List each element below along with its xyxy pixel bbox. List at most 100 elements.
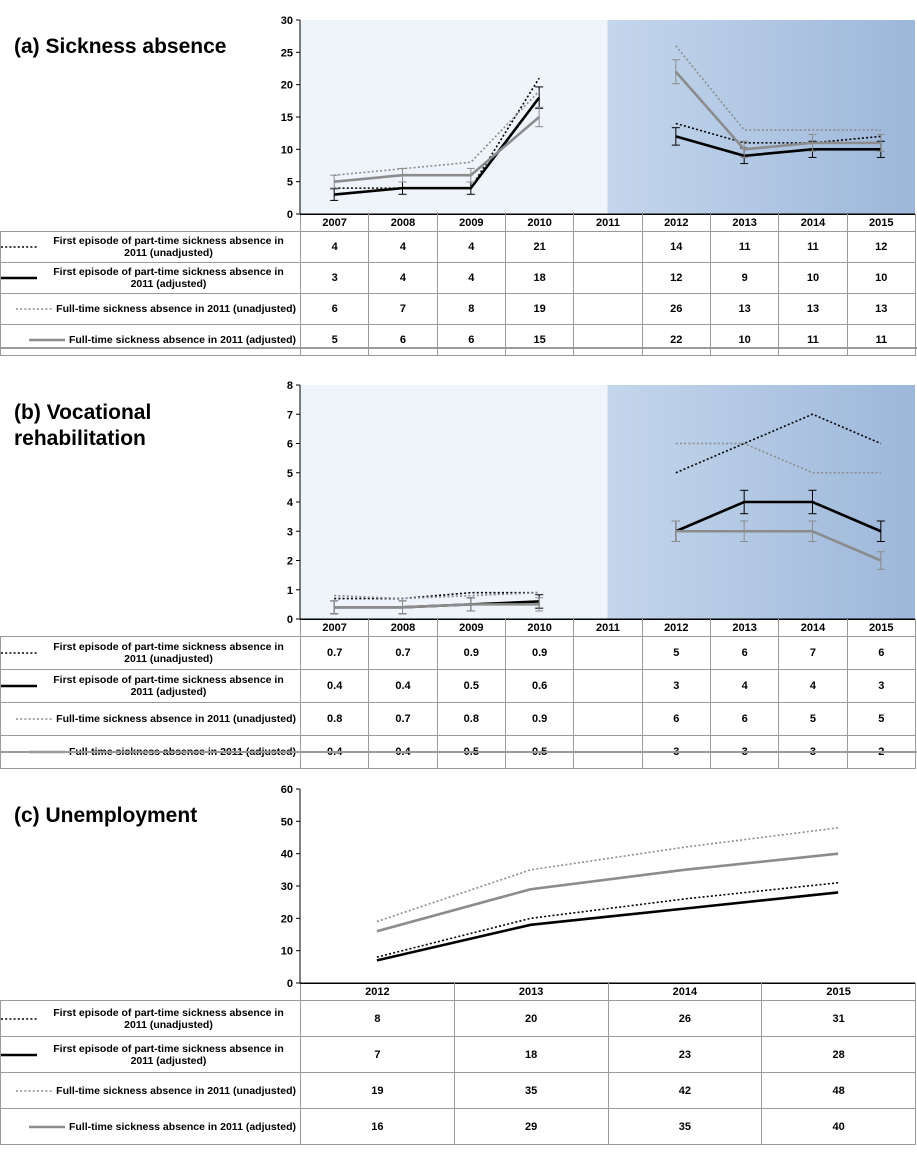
table-row: Full-time sickness absence in 2011 (unad… bbox=[0, 702, 916, 736]
x-tick-label: 2015 bbox=[846, 619, 916, 637]
data-cell: 19 bbox=[504, 293, 575, 325]
data-cell: 5 bbox=[641, 636, 711, 670]
panel-divider bbox=[0, 751, 917, 753]
data-cell: 5 bbox=[299, 324, 370, 356]
data-cell: 6 bbox=[709, 636, 780, 670]
error-bar bbox=[808, 520, 817, 542]
legend-swatch bbox=[16, 718, 53, 720]
data-cell: 5 bbox=[778, 702, 848, 736]
error-bar bbox=[671, 520, 680, 542]
data-cell: 3 bbox=[846, 669, 916, 703]
error-bar bbox=[808, 133, 817, 152]
y-tick-label: 6 bbox=[287, 439, 293, 451]
data-cell bbox=[573, 702, 643, 736]
error-bar bbox=[398, 167, 407, 183]
data-cell: 14 bbox=[641, 231, 711, 263]
series-line-0 bbox=[675, 122, 881, 144]
error-bar bbox=[330, 600, 339, 615]
data-cell: 22 bbox=[641, 324, 711, 356]
y-tick-label: 50 bbox=[281, 816, 293, 828]
x-tick-label: 2009 bbox=[436, 214, 506, 232]
table-row: Full-time sickness absence in 2011 (unad… bbox=[0, 293, 916, 325]
table-row: First episode of part-time sickness abse… bbox=[0, 262, 916, 294]
error-bar bbox=[671, 127, 680, 146]
data-cell: 6 bbox=[299, 293, 370, 325]
error-bar bbox=[535, 86, 544, 109]
series-line-0 bbox=[675, 413, 882, 474]
data-table: 2007 2008 2009 2010 2011 2012 2013 2014 2015 Firs… bbox=[0, 619, 916, 769]
error-bar bbox=[740, 520, 749, 542]
y-tick-label: 5 bbox=[287, 177, 293, 189]
data-cell: 0.8 bbox=[436, 702, 506, 736]
data-cell: 13 bbox=[778, 293, 848, 325]
series-line-3 bbox=[334, 116, 541, 183]
y-tick-label: 30 bbox=[281, 15, 293, 27]
error-bar bbox=[740, 489, 749, 515]
x-tick-label: 2012 bbox=[641, 619, 711, 637]
x-tick-label: 2010 bbox=[504, 619, 575, 637]
y-tick-label: 4 bbox=[287, 497, 294, 509]
legend-label: First episode of part-time sickness abse… bbox=[53, 235, 284, 259]
series-line-0 bbox=[334, 591, 540, 600]
data-cell: 0.8 bbox=[299, 702, 370, 736]
data-cell: 4 bbox=[709, 669, 780, 703]
data-cell: 29 bbox=[453, 1108, 609, 1145]
y-tick-label: 7 bbox=[287, 409, 293, 421]
error-bar bbox=[466, 597, 475, 612]
error-bar bbox=[876, 551, 885, 570]
data-cell: 18 bbox=[504, 262, 575, 294]
data-cell: 8 bbox=[436, 293, 506, 325]
data-cell: 28 bbox=[761, 1036, 916, 1073]
data-cell: 19 bbox=[300, 1072, 455, 1109]
error-bar bbox=[535, 594, 544, 609]
series-line-3 bbox=[675, 529, 882, 562]
shaded-region bbox=[607, 385, 915, 619]
data-cell: 40 bbox=[761, 1108, 916, 1145]
data-cell: 12 bbox=[846, 231, 916, 263]
error-bar bbox=[535, 106, 544, 128]
data-cell bbox=[573, 324, 643, 356]
data-cell: 0.7 bbox=[368, 702, 438, 736]
legend-label: First episode of part-time sickness abse… bbox=[53, 1042, 284, 1067]
x-tick-label: 2012 bbox=[300, 983, 455, 1001]
y-tick-label: 10 bbox=[281, 946, 293, 958]
legend-swatch bbox=[16, 308, 53, 310]
series-line-3 bbox=[334, 603, 540, 609]
shaded-region bbox=[607, 20, 915, 214]
chart-title: (a) Sickness absence bbox=[14, 35, 227, 58]
table-row: First episode of part-time sickness abse… bbox=[0, 636, 916, 670]
x-tick-label: 2009 bbox=[436, 619, 506, 637]
data-cell: 16 bbox=[300, 1108, 455, 1145]
data-cell: 15 bbox=[504, 324, 575, 356]
y-tick-label: 15 bbox=[281, 112, 293, 124]
table-row: First episode of part-time sickness abse… bbox=[0, 1036, 916, 1073]
error-bar bbox=[466, 597, 475, 612]
x-tick-label: 2014 bbox=[778, 619, 848, 637]
error-bar bbox=[876, 140, 885, 158]
series-line-2 bbox=[675, 45, 881, 131]
y-tick-label: 40 bbox=[281, 849, 293, 861]
legend-swatch bbox=[1, 1017, 37, 1020]
data-cell bbox=[573, 293, 643, 325]
y-tick-label: 25 bbox=[281, 47, 293, 59]
x-tick-label: 2008 bbox=[368, 214, 438, 232]
data-cell: 6 bbox=[641, 702, 711, 736]
y-tick-label: 60 bbox=[281, 784, 293, 796]
data-cell: 48 bbox=[761, 1072, 916, 1109]
legend-label: First episode of part-time sickness abse… bbox=[53, 1006, 284, 1031]
series-line-1 bbox=[675, 135, 881, 158]
legend-label: Full-time sickness absence in 2011 (adju… bbox=[68, 334, 296, 346]
error-bar bbox=[740, 140, 749, 158]
series-line-2 bbox=[376, 827, 839, 923]
legend-swatch bbox=[1, 652, 37, 654]
data-cell: 6 bbox=[436, 324, 506, 356]
panel-divider bbox=[0, 347, 917, 349]
series-line-3 bbox=[674, 70, 881, 151]
chart-title: (c) Unemployment bbox=[14, 804, 198, 827]
x-tick-label: 2011 bbox=[573, 214, 643, 232]
x-tick-label: 2007 bbox=[299, 214, 370, 232]
error-bar bbox=[876, 520, 885, 542]
table-row: Full-time sickness absence in 2011 (adju… bbox=[0, 1108, 916, 1145]
legend-swatch bbox=[28, 338, 65, 342]
